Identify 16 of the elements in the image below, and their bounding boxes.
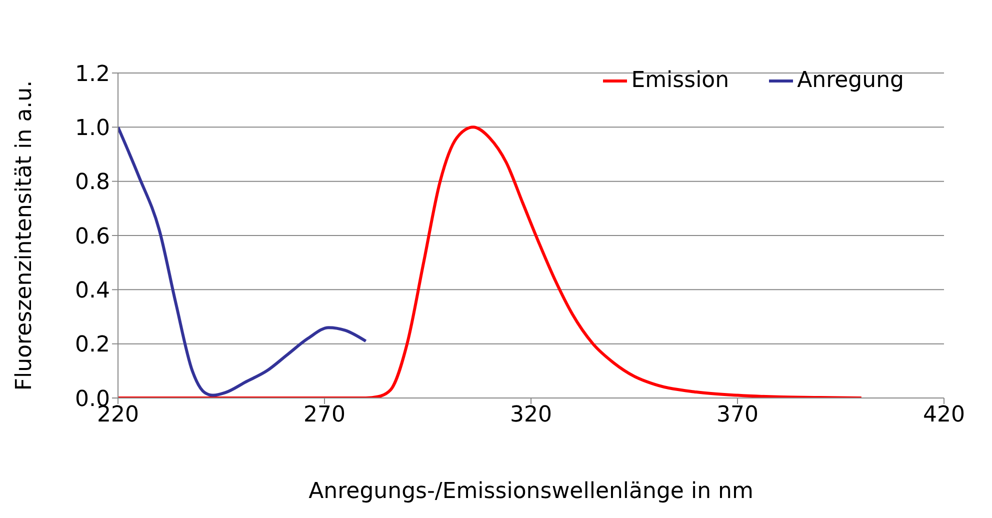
legend-label: Anregung xyxy=(797,68,904,93)
line-series xyxy=(118,126,368,397)
line-series xyxy=(118,126,863,398)
y-axis-title: Fluoreszenzintensität in a.u. xyxy=(12,80,37,391)
x-tick-label: 320 xyxy=(510,402,552,428)
y-tick-label: 1.2 xyxy=(75,62,110,87)
y-tick-label: 0.4 xyxy=(75,278,110,304)
y-tick-label: 0.2 xyxy=(75,332,110,358)
x-axis-title: Anregungs-/Emissionswellenlänge in nm xyxy=(308,479,754,504)
y-tick-label: 0.8 xyxy=(75,170,110,196)
legend-label: Emission xyxy=(631,68,730,93)
x-tick-label: 420 xyxy=(923,402,965,428)
y-tick-label: 1.0 xyxy=(75,116,110,141)
y-tick-label: 0.6 xyxy=(75,224,110,250)
x-tick-label: 270 xyxy=(304,402,346,428)
x-tick-label: 370 xyxy=(716,402,758,428)
